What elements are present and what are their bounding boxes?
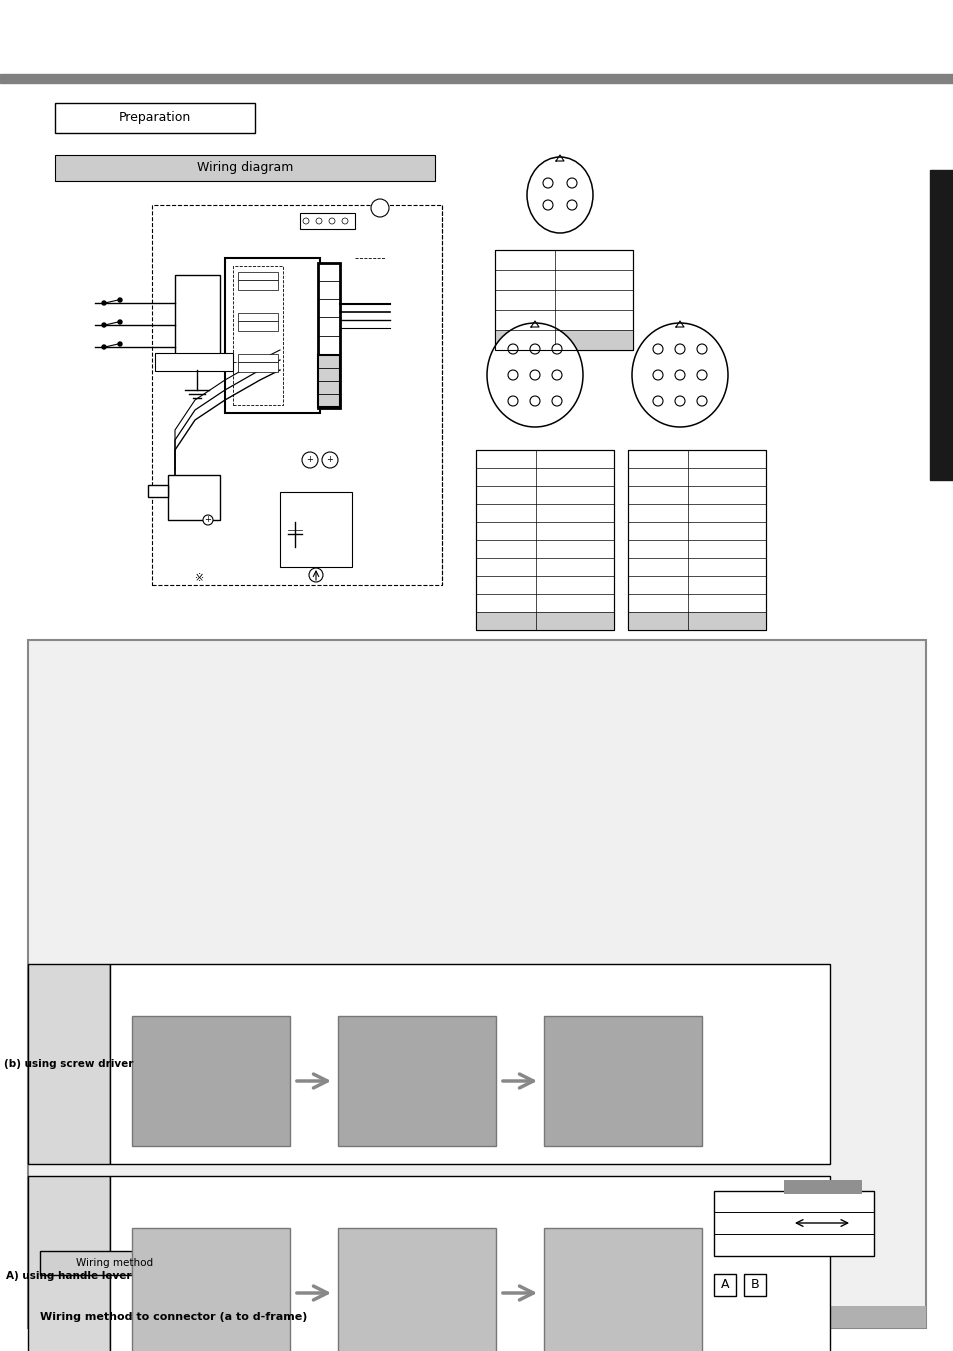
Bar bbox=[476, 612, 614, 630]
Text: (b) using screw driver: (b) using screw driver bbox=[5, 1059, 133, 1069]
Circle shape bbox=[542, 200, 553, 209]
Circle shape bbox=[552, 396, 561, 407]
Bar bbox=[280, 492, 352, 567]
Bar bbox=[476, 450, 614, 630]
Circle shape bbox=[309, 567, 323, 582]
Circle shape bbox=[315, 218, 322, 224]
Ellipse shape bbox=[526, 157, 593, 232]
Circle shape bbox=[102, 345, 106, 349]
Bar bbox=[152, 205, 441, 585]
Circle shape bbox=[552, 370, 561, 380]
Bar bbox=[495, 330, 633, 350]
Bar bbox=[174, 276, 220, 370]
Bar bbox=[154, 353, 233, 372]
Circle shape bbox=[507, 370, 517, 380]
Text: +: + bbox=[306, 455, 314, 465]
Text: Wiring method to connector (a to d-frame): Wiring method to connector (a to d-frame… bbox=[40, 1312, 307, 1323]
Bar bbox=[495, 250, 633, 350]
Bar bbox=[543, 1228, 701, 1351]
Bar bbox=[132, 1016, 290, 1146]
Bar bbox=[233, 266, 283, 405]
Bar bbox=[299, 213, 355, 230]
Circle shape bbox=[675, 396, 684, 407]
Bar bbox=[783, 1179, 862, 1194]
Bar bbox=[237, 354, 277, 362]
Bar bbox=[28, 965, 110, 1165]
Circle shape bbox=[697, 345, 706, 354]
Circle shape bbox=[507, 345, 517, 354]
Bar bbox=[168, 476, 220, 520]
Bar bbox=[237, 272, 277, 280]
Bar bbox=[627, 450, 765, 630]
Circle shape bbox=[102, 323, 106, 327]
Bar bbox=[237, 313, 277, 322]
Bar bbox=[132, 1228, 290, 1351]
Circle shape bbox=[530, 396, 539, 407]
Circle shape bbox=[566, 178, 577, 188]
Bar bbox=[627, 450, 765, 630]
Circle shape bbox=[118, 320, 122, 324]
Circle shape bbox=[552, 345, 561, 354]
Bar bbox=[28, 1306, 925, 1328]
Bar bbox=[55, 155, 435, 181]
Bar bbox=[110, 1175, 829, 1351]
Bar bbox=[627, 612, 765, 630]
Bar bbox=[929, 170, 953, 480]
Text: +: + bbox=[326, 455, 334, 465]
Ellipse shape bbox=[631, 323, 727, 427]
Circle shape bbox=[530, 345, 539, 354]
Bar bbox=[148, 485, 168, 497]
Text: Wiring diagram: Wiring diagram bbox=[196, 162, 293, 174]
Bar bbox=[337, 1228, 496, 1351]
Circle shape bbox=[542, 178, 553, 188]
Bar bbox=[28, 640, 925, 1328]
Circle shape bbox=[675, 370, 684, 380]
Bar bbox=[713, 1274, 735, 1296]
Circle shape bbox=[697, 396, 706, 407]
Bar bbox=[225, 258, 319, 413]
Text: A) using handle lever: A) using handle lever bbox=[7, 1271, 132, 1281]
Circle shape bbox=[102, 301, 106, 305]
Bar bbox=[495, 250, 633, 350]
Text: B: B bbox=[750, 1278, 759, 1292]
Circle shape bbox=[697, 370, 706, 380]
Text: ※: ※ bbox=[195, 573, 204, 584]
Bar bbox=[713, 1192, 873, 1256]
Circle shape bbox=[203, 515, 213, 526]
Bar bbox=[237, 280, 277, 290]
Bar bbox=[55, 103, 254, 132]
Text: Wiring method: Wiring method bbox=[76, 1258, 153, 1269]
Bar bbox=[28, 1175, 110, 1351]
Circle shape bbox=[329, 218, 335, 224]
Bar bbox=[317, 355, 339, 407]
Bar bbox=[110, 965, 829, 1165]
Bar bbox=[40, 1251, 190, 1275]
Circle shape bbox=[507, 396, 517, 407]
Circle shape bbox=[566, 200, 577, 209]
Circle shape bbox=[652, 396, 662, 407]
Circle shape bbox=[303, 218, 309, 224]
Bar bbox=[476, 450, 614, 630]
Bar bbox=[317, 263, 339, 408]
Ellipse shape bbox=[486, 323, 582, 427]
Text: Preparation: Preparation bbox=[119, 112, 191, 124]
Circle shape bbox=[371, 199, 389, 218]
Circle shape bbox=[118, 342, 122, 346]
Circle shape bbox=[302, 453, 317, 467]
Bar bbox=[543, 1016, 701, 1146]
Bar bbox=[0, 74, 953, 82]
Bar bbox=[237, 362, 277, 372]
Circle shape bbox=[652, 370, 662, 380]
Bar bbox=[237, 322, 277, 331]
Circle shape bbox=[530, 370, 539, 380]
Bar bbox=[337, 1016, 496, 1146]
Circle shape bbox=[322, 453, 337, 467]
Circle shape bbox=[652, 345, 662, 354]
Circle shape bbox=[675, 345, 684, 354]
Circle shape bbox=[341, 218, 348, 224]
Text: +: + bbox=[204, 516, 212, 524]
Bar bbox=[743, 1274, 765, 1296]
Circle shape bbox=[118, 299, 122, 303]
Text: A: A bbox=[720, 1278, 728, 1292]
